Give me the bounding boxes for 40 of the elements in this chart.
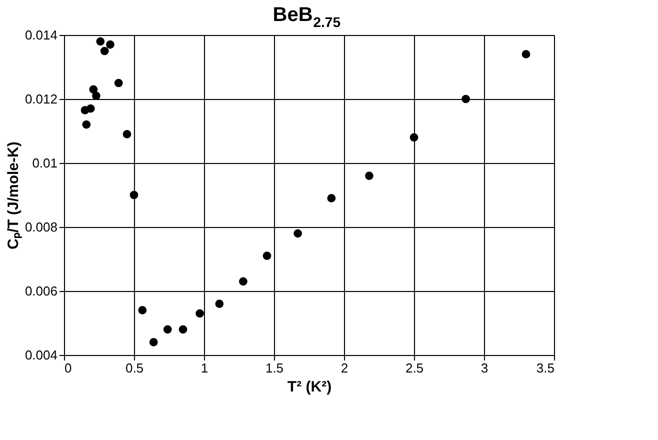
x-tick-label: 3.5 [536,360,554,376]
point [462,94,470,104]
point [82,120,91,129]
point [215,300,224,308]
point [294,229,302,238]
point [163,325,172,334]
x-tick-label: 1 [200,360,208,376]
point [138,306,147,314]
point [122,130,132,138]
point [96,37,105,46]
x-tick-label: 0.5 [125,360,144,376]
x-axis-title: T² (K²) [287,378,332,396]
x-tick-label: 2.5 [405,360,424,376]
point [410,133,418,142]
point [262,252,272,260]
x-tick-label: 0 [64,360,72,376]
y-tick-label: 0.006 [24,284,58,298]
point [89,85,98,94]
y-tick-label: 0.01 [32,156,58,170]
y-tick-label: 0.008 [24,220,58,234]
point [239,277,248,286]
point [196,309,204,318]
point [178,325,188,334]
point [522,50,530,58]
point [92,92,100,100]
x-tick-label: 1.5 [265,360,284,376]
point [149,338,158,346]
y-tick-label: 0.012 [24,92,58,106]
y-tick-label: 0.014 [24,28,58,42]
y-axis-title: Cₚ/T (J/mole-K) [4,142,22,250]
point [365,172,374,180]
point [130,190,138,200]
point [106,40,114,49]
x-tick-label: 3 [480,360,488,376]
point [86,104,95,113]
point [114,78,123,88]
x-tick-label: 2 [340,360,348,376]
point [327,194,336,202]
point [100,46,109,56]
y-tick-label: 0.004 [24,348,58,362]
